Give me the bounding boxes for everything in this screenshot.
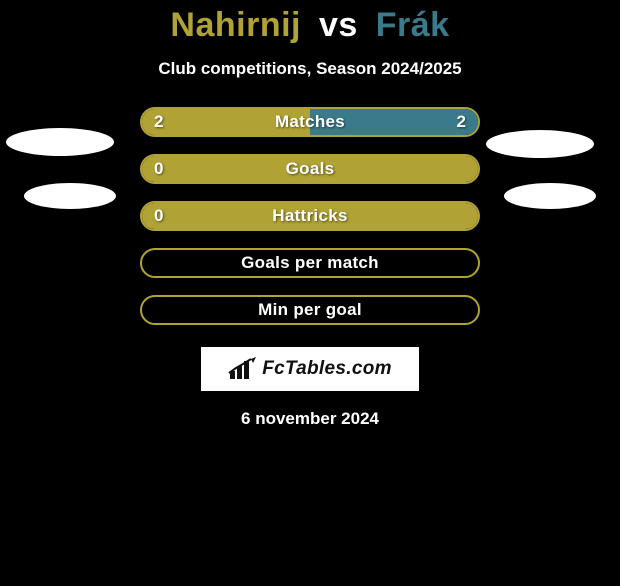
stat-row: Goals per match bbox=[140, 248, 480, 278]
date-label: 6 november 2024 bbox=[0, 409, 620, 429]
logo-text: FcTables.com bbox=[262, 358, 392, 380]
bars-icon bbox=[228, 357, 256, 381]
decorative-ellipse bbox=[486, 130, 594, 158]
stat-label: Goals bbox=[142, 156, 478, 182]
decorative-ellipse bbox=[24, 183, 116, 209]
stat-row: Min per goal bbox=[140, 295, 480, 325]
subtitle: Club competitions, Season 2024/2025 bbox=[0, 59, 620, 79]
decorative-ellipse bbox=[504, 183, 596, 209]
decorative-ellipse bbox=[6, 128, 114, 156]
comparison-title: Nahirnij vs Frák bbox=[0, 6, 620, 45]
player2-name: Frák bbox=[376, 6, 450, 44]
stat-label: Hattricks bbox=[142, 203, 478, 229]
stat-label: Matches bbox=[142, 109, 478, 135]
player1-name: Nahirnij bbox=[170, 6, 301, 44]
stat-label: Min per goal bbox=[142, 297, 478, 323]
stat-row: 0Goals bbox=[140, 154, 480, 184]
stat-row: 0Hattricks bbox=[140, 201, 480, 231]
vs-label: vs bbox=[319, 6, 358, 44]
logo-box: FcTables.com bbox=[201, 347, 419, 391]
stat-label: Goals per match bbox=[142, 250, 478, 276]
stat-row: 22Matches bbox=[140, 107, 480, 137]
